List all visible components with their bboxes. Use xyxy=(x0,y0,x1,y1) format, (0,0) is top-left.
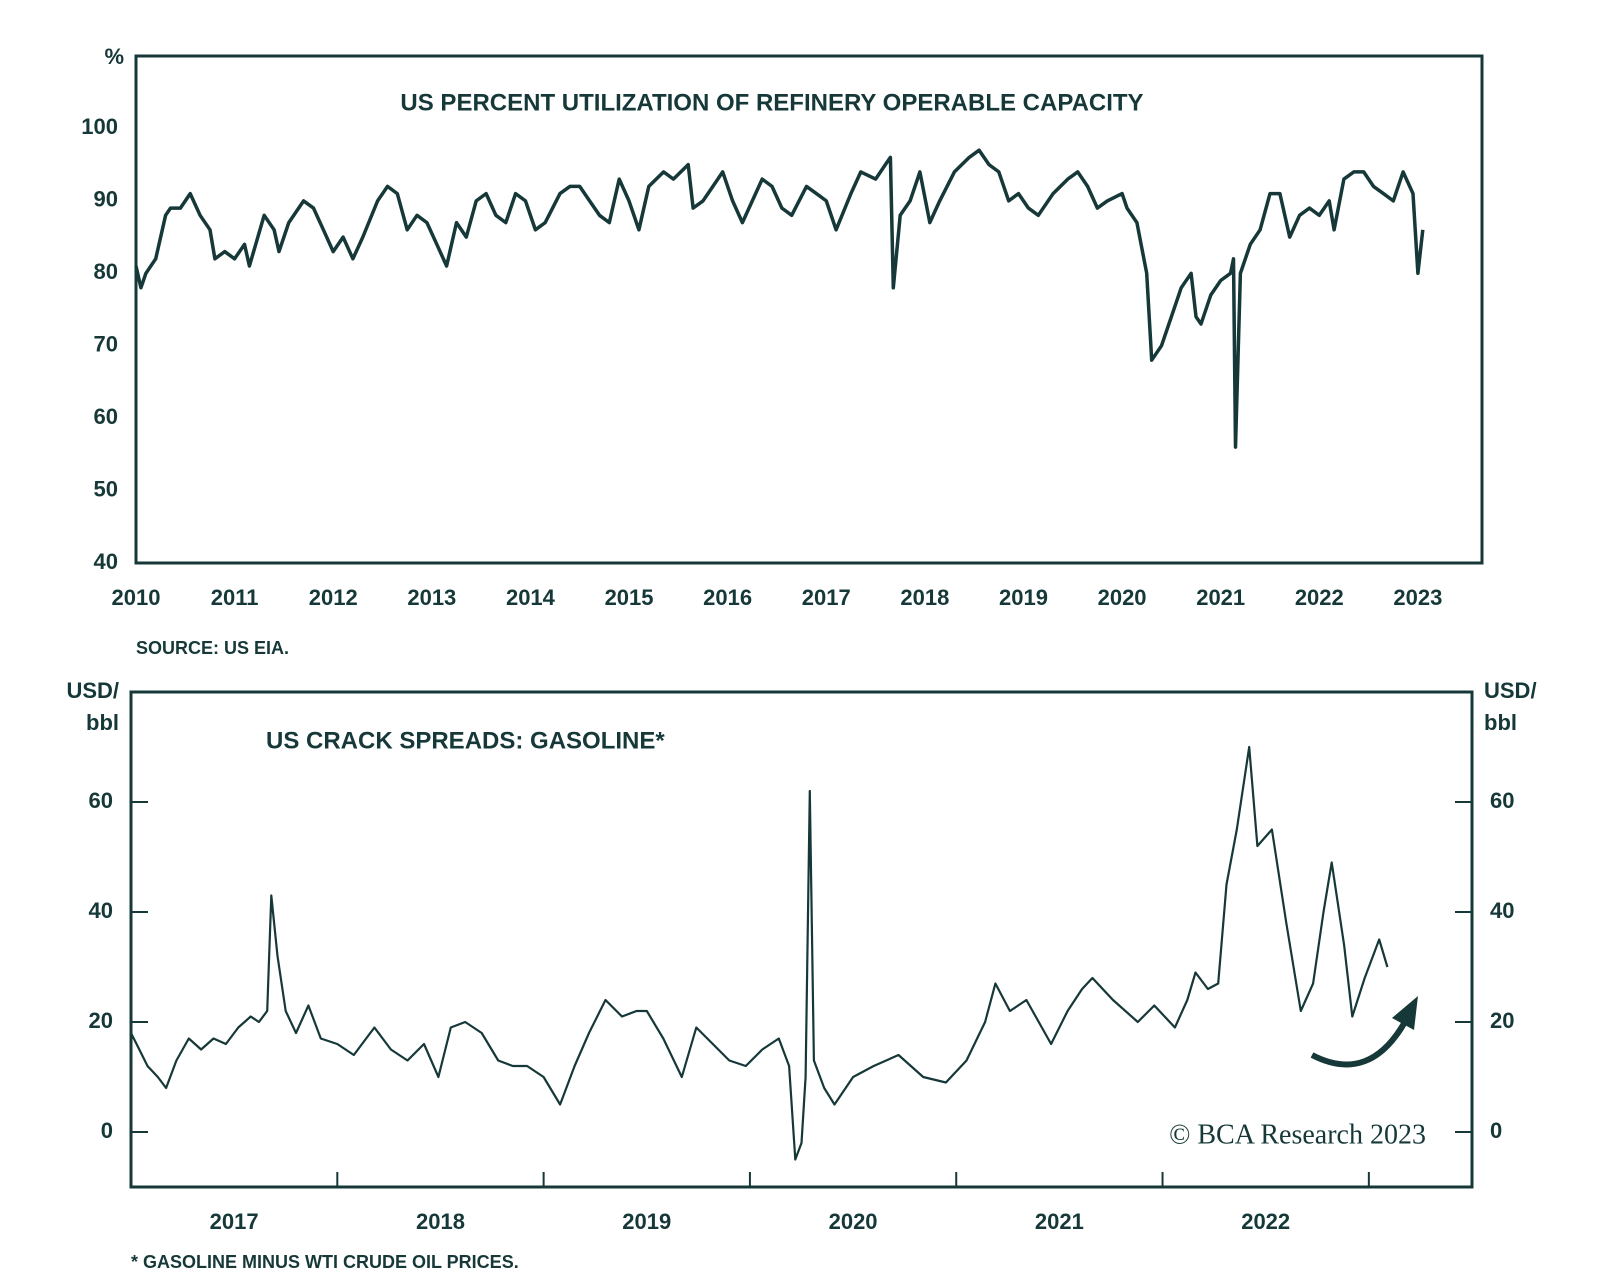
source-note: SOURCE: US EIA. xyxy=(136,638,289,658)
x-tick-label: 2023 xyxy=(1393,585,1442,610)
x-tick-label: 2020 xyxy=(1098,585,1147,610)
y2-unit-label: USD/ xyxy=(1484,678,1537,703)
x-tick-label: 2019 xyxy=(622,1209,671,1234)
x-tick-label: 2019 xyxy=(999,585,1048,610)
x-tick-label: 2018 xyxy=(900,585,949,610)
y-tick-label: 90 xyxy=(94,187,118,212)
x-tick-label: 2012 xyxy=(309,585,358,610)
y-tick-label: 0 xyxy=(101,1118,113,1143)
plot-frame xyxy=(134,54,1484,565)
y-tick-label: 70 xyxy=(94,332,118,357)
y2-tick-label: 20 xyxy=(1490,1008,1514,1033)
data-line xyxy=(130,745,1389,1161)
x-tick-label: 2021 xyxy=(1035,1209,1084,1234)
y2-tick-label: 60 xyxy=(1490,788,1514,813)
x-tick-label: 2022 xyxy=(1295,585,1344,610)
trend-arrow xyxy=(1310,1018,1409,1068)
x-tick-label: 2018 xyxy=(416,1209,465,1234)
y2-tick-label: 40 xyxy=(1490,898,1514,923)
x-tick-label: 2014 xyxy=(506,585,556,610)
x-tick-label: 2017 xyxy=(210,1209,259,1234)
y-tick-label: 20 xyxy=(89,1008,113,1033)
y2-tick-label: 0 xyxy=(1490,1118,1502,1143)
data-line xyxy=(134,148,1425,449)
chart-title: US CRACK SPREADS: GASOLINE* xyxy=(266,727,665,754)
y2-unit-label: bbl xyxy=(1484,710,1517,735)
footnote: * GASOLINE MINUS WTI CRUDE OIL PRICES. xyxy=(131,1252,519,1272)
x-tick-label: 2017 xyxy=(802,585,851,610)
trend-arrow-head xyxy=(1392,996,1418,1030)
plot-frame xyxy=(129,690,1474,1189)
x-tick-label: 2022 xyxy=(1241,1209,1290,1234)
x-tick-label: 2010 xyxy=(112,585,161,610)
x-tick-label: 2016 xyxy=(703,585,752,610)
x-tick-label: 2015 xyxy=(605,585,654,610)
x-tick-label: 2020 xyxy=(829,1209,878,1234)
copyright: © BCA Research 2023 xyxy=(1169,1119,1426,1150)
y-unit-label: bbl xyxy=(86,710,119,735)
x-tick-label: 2011 xyxy=(211,585,259,610)
y-tick-label: 60 xyxy=(94,404,118,429)
chart-title: US PERCENT UTILIZATION OF REFINERY OPERA… xyxy=(400,89,1143,116)
y-tick-label: 80 xyxy=(94,259,118,284)
x-tick-label: 2021 xyxy=(1196,585,1245,610)
y-tick-label: 40 xyxy=(89,898,113,923)
y-unit-label: % xyxy=(104,44,124,69)
y-tick-label: 50 xyxy=(94,476,118,501)
x-tick-label: 2013 xyxy=(407,585,456,610)
y-tick-label: 100 xyxy=(81,114,118,139)
y-unit-label: USD/ xyxy=(66,678,119,703)
y-tick-label: 40 xyxy=(94,549,118,574)
y-tick-label: 60 xyxy=(89,788,113,813)
